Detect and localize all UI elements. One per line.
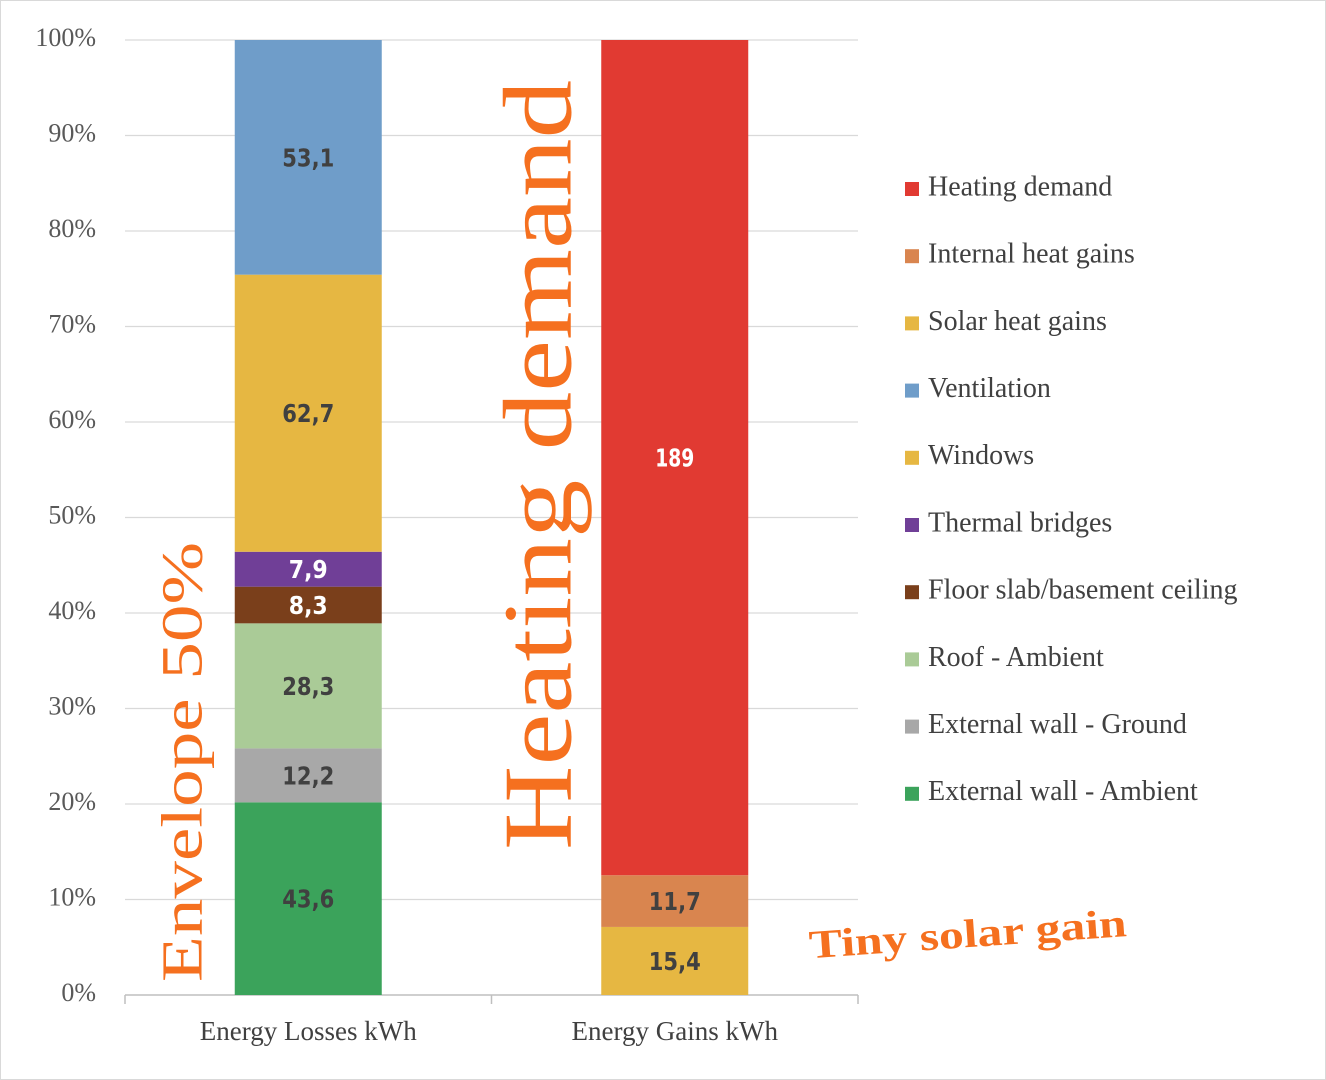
data-label: 12,2: [282, 761, 334, 790]
y-tick-label: 50%: [48, 500, 96, 529]
bar-segment: [234, 586, 382, 624]
legend-swatch: [905, 182, 919, 196]
legend-label: Ventilation: [928, 373, 1051, 404]
y-tick-label: 30%: [48, 691, 96, 720]
x-tick-label: Energy Losses kWh: [200, 1016, 417, 1046]
bar-segment: [234, 551, 382, 587]
bar-segment: [234, 274, 382, 552]
legend-label: External wall - Ambient: [928, 776, 1198, 807]
y-tick-label: 60%: [48, 405, 96, 434]
data-label: 189: [655, 444, 694, 473]
legend-swatch: [905, 585, 919, 600]
bar-segment: [234, 40, 382, 275]
bar-segment: [601, 40, 749, 876]
bar-segment: [234, 748, 382, 803]
plot-area: 0% 10% 20% 30% 40% 50% 60% 70% 80% 90% 100% Energy …: [35, 23, 1237, 1046]
bar-segment: [601, 875, 749, 927]
annotation: Heating demand: [484, 80, 592, 850]
data-label: 43,6: [282, 885, 334, 914]
legend-swatch: [905, 450, 919, 465]
legend-label: Windows: [928, 440, 1034, 471]
bar-segment: [601, 926, 749, 995]
legend-swatch: [905, 316, 919, 331]
legend-label: Internal heat gains: [928, 239, 1135, 270]
y-tick-label: 80%: [48, 214, 96, 243]
y-tick-label: 70%: [48, 309, 96, 338]
y-tick-label: 90%: [48, 118, 96, 147]
legend-swatch: [905, 383, 919, 398]
data-label: 15,4: [649, 947, 701, 976]
data-label: 8,3: [289, 591, 328, 620]
x-tick-label: Energy Gains kWh: [572, 1016, 779, 1046]
legend-swatch: [905, 652, 919, 667]
annotation: Envelope 50%: [149, 542, 214, 982]
legend-label: Solar heat gains: [928, 306, 1107, 337]
legend-label: Roof - Ambient: [928, 642, 1104, 673]
legend-swatch: [905, 518, 919, 532]
data-label: 53,1: [282, 143, 334, 172]
legend-label: Thermal bridges: [928, 507, 1112, 538]
y-tick-label: 40%: [48, 596, 96, 625]
bar-segment: [234, 802, 382, 995]
bar-segment: [234, 623, 382, 749]
legend-label: External wall - Ground: [928, 709, 1187, 740]
y-tick-label: 10%: [48, 882, 96, 911]
data-label: 7,9: [289, 555, 328, 584]
legend-swatch: [905, 249, 919, 264]
legend-swatch: [905, 786, 919, 801]
y-tick-label: 0%: [61, 978, 96, 1007]
data-label: 62,7: [282, 399, 334, 428]
data-label: 28,3: [282, 672, 334, 701]
y-tick-label: 100%: [35, 23, 96, 52]
data-label: 11,7: [649, 887, 701, 916]
legend-label: Heating demand: [928, 171, 1112, 202]
y-tick-label: 20%: [48, 787, 96, 816]
legend-label: Floor slab/basement ceiling: [928, 575, 1238, 606]
legend-swatch: [905, 719, 919, 734]
